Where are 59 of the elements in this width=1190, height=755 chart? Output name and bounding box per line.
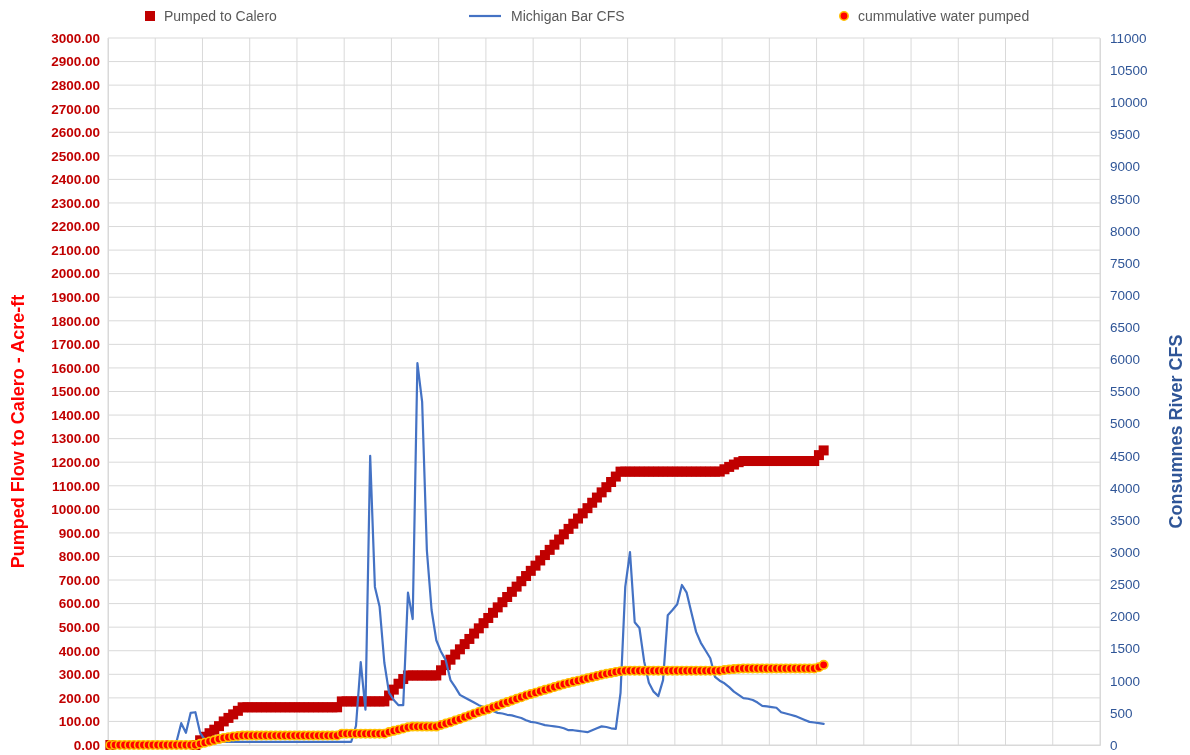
y2-tick-label: 6000 [1110, 352, 1141, 368]
y2-tick-label: 4000 [1110, 480, 1141, 496]
y2-tick-label: 2000 [1110, 609, 1141, 625]
y2-tick-label: 9000 [1110, 159, 1141, 175]
y-tick-label: 2200.00 [51, 219, 100, 235]
y2-tick-label: 7000 [1110, 287, 1141, 303]
y-tick-label: 2600.00 [51, 125, 100, 141]
y-tick-label: 200.00 [58, 690, 100, 706]
y2-tick-label: 3000 [1110, 545, 1141, 560]
legend-label: cummulative water pumped [858, 7, 1030, 24]
y-tick-label: 2700.00 [51, 101, 100, 117]
y-tick-label: 2000.00 [51, 266, 100, 282]
y-tick-label: 300.00 [58, 667, 100, 683]
y-tick-label: 2400.00 [51, 172, 100, 188]
y2-tick-label: 1500 [1110, 641, 1141, 657]
y-tick-label: 800.00 [58, 549, 100, 565]
y-tick-label: 600.00 [58, 596, 100, 612]
y-tick-label: 1200.00 [51, 455, 100, 471]
y-tick-label: 400.00 [58, 643, 100, 659]
y-tick-label: 1300.00 [51, 431, 100, 447]
y2-tick-label: 6500 [1110, 320, 1141, 336]
y-tick-label: 3000.00 [51, 30, 100, 46]
y-tick-label: 1100.00 [51, 478, 100, 494]
y2-tick-label: 10000 [1110, 95, 1148, 111]
y-axis-title: Pumped Flow to Calero - Acre-ft [8, 294, 28, 569]
y-tick-label: 700.00 [58, 572, 100, 588]
y-tick-label: 1000.00 [51, 502, 100, 518]
y2-tick-label: 3500 [1110, 512, 1141, 528]
y2-tick-label: 5500 [1110, 384, 1141, 400]
y-tick-label: 0.00 [73, 737, 100, 753]
y-tick-label: 1900.00 [51, 290, 100, 306]
y-tick-label: 1500.00 [51, 384, 100, 400]
y-tick-label: 2900.00 [51, 54, 100, 70]
y-tick-label: 2100.00 [51, 242, 100, 258]
y-tick-label: 1600.00 [51, 360, 100, 376]
y2-tick-label: 4500 [1110, 448, 1141, 464]
y-tick-label: 100.00 [58, 714, 100, 730]
y2-tick-label: 11000 [1110, 30, 1147, 46]
y2-tick-label: 9500 [1110, 127, 1141, 143]
y-tick-label: 1700.00 [51, 337, 100, 353]
y2-tick-label: 2500 [1110, 577, 1141, 593]
legend-label: Pumped to Calero [164, 7, 278, 24]
y-tick-label: 1800.00 [51, 313, 100, 329]
y-tick-label: 900.00 [58, 525, 100, 541]
y-tick-label: 500.00 [58, 619, 100, 635]
y-tick-label: 2800.00 [51, 77, 100, 93]
y-tick-label: 2500.00 [51, 148, 100, 164]
y-tick-label: 1400.00 [51, 407, 100, 423]
y2-tick-label: 8000 [1110, 223, 1141, 239]
y2-tick-label: 8500 [1110, 191, 1141, 207]
y2-tick-label: 7500 [1110, 255, 1141, 271]
y2-tick-label: 1000 [1110, 673, 1141, 689]
y2-axis-title: Consumnes River CFS [1166, 334, 1186, 529]
legend-label: Michigan Bar CFS [511, 7, 625, 24]
y2-tick-label: 500 [1110, 705, 1133, 721]
y2-tick-label: 5000 [1110, 416, 1141, 432]
y2-tick-label: 0 [1110, 737, 1118, 753]
y2-tick-label: 10500 [1110, 62, 1148, 78]
y-tick-label: 2300.00 [51, 195, 100, 211]
